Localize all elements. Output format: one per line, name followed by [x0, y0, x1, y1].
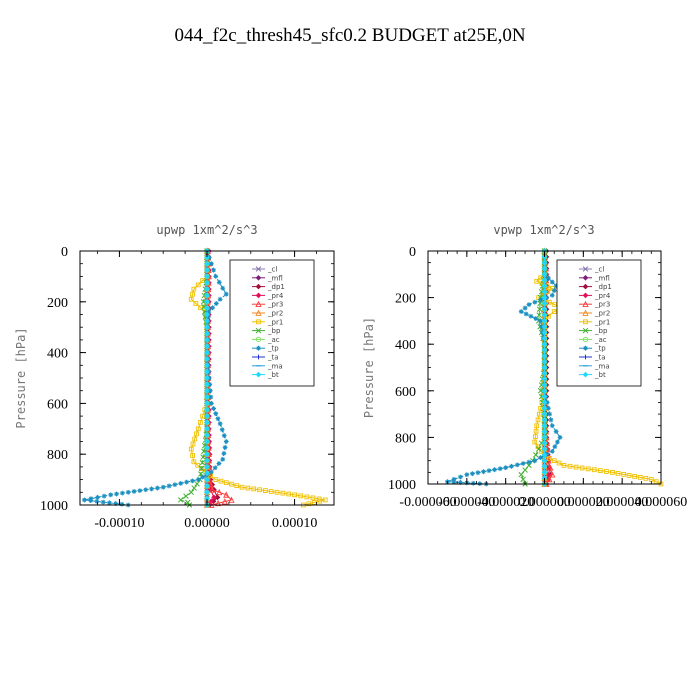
panel-title: vpwp 1xm^2/s^3	[493, 223, 594, 237]
legend-entry: _ta	[252, 354, 279, 362]
y-tick-label: 200	[395, 292, 416, 307]
y-tick-label: 0	[61, 245, 68, 260]
legend-entry: _dp1	[252, 283, 285, 291]
legend-entry: _pr4	[579, 292, 611, 300]
legend-entry: _mfl	[252, 274, 283, 282]
y-tick-label: 0	[409, 245, 416, 260]
x-tick-label: -0.00010	[94, 516, 144, 531]
legend-label: _pr3	[267, 301, 283, 309]
legend-label: _ta	[267, 354, 279, 362]
legend-entry: _pr3	[579, 301, 610, 309]
legend-entry: _cl	[252, 266, 277, 274]
legend-entry: _pr4	[252, 292, 284, 300]
legend-label: _bt	[594, 371, 606, 379]
y-tick-label: 1000	[388, 478, 416, 493]
legend-label: _cl	[267, 266, 277, 274]
y-tick-label: 200	[47, 296, 68, 311]
legend-entry: _bp	[252, 327, 281, 335]
legend: _cl_mfl_dp1_pr4_pr3_pr2_pr1_bp_ac_tp_ta_…	[556, 259, 642, 387]
legend-box	[229, 259, 315, 387]
legend-label: _ac	[267, 336, 280, 344]
legend-label: _dp1	[594, 283, 612, 291]
legend-label: _pr4	[594, 292, 611, 300]
legend-entry: _ac	[579, 336, 607, 344]
upwp-panel: upwp 1xm^2/s^3 Pressure [hPa] 0 200 400 600 80…	[14, 223, 335, 531]
x-tick-label: 0.000000	[518, 495, 571, 510]
series-bt	[204, 248, 210, 508]
x-tick-label: -0.000040	[438, 495, 495, 510]
legend-label: _pr4	[267, 292, 284, 300]
x-tick-label: 0.00010	[272, 516, 318, 531]
legend-entry: _mfl	[579, 274, 610, 282]
legend-label: _cl	[594, 266, 604, 274]
legend-label: _pr1	[267, 318, 283, 326]
legend-entry: _ta	[579, 354, 606, 362]
legend-entry: _pr1	[252, 318, 283, 326]
y-tick-label: 1000	[40, 499, 68, 514]
legend-label: _pr2	[594, 310, 610, 318]
y-tick-label: 800	[395, 431, 416, 446]
legend-label: _pr1	[594, 318, 610, 326]
legend-label: _dp1	[267, 283, 285, 291]
x-tick-label: 0.00000	[184, 516, 230, 531]
legend-label: _tp	[267, 345, 279, 353]
x-tick-label: -0.000060	[399, 495, 456, 510]
legend-entry: _pr3	[252, 301, 283, 309]
legend-entry: _bt	[252, 371, 279, 379]
legend-label: _ac	[594, 336, 607, 344]
legend-label: _bp	[267, 327, 281, 335]
legend-entry: _ma	[579, 362, 610, 370]
y-tick-label: 400	[395, 338, 416, 353]
legend-label: _pr3	[594, 301, 610, 309]
y-axis-label: Pressure [hPa]	[14, 327, 28, 428]
y-tick-label: 800	[47, 448, 68, 463]
series-markers	[541, 248, 548, 487]
x-tick-label: 0.000020	[557, 495, 610, 510]
legend-entry: _tp	[579, 345, 606, 353]
series-bt	[541, 248, 548, 487]
legend-entry: _bt	[579, 371, 606, 379]
legend-label: _ta	[594, 354, 606, 362]
legend-entry: _pr2	[579, 310, 610, 318]
y-tick-label: 400	[47, 347, 68, 362]
legend-label: _tp	[594, 345, 606, 353]
legend-label: _mfl	[594, 274, 610, 282]
legend-box	[556, 259, 642, 387]
legend-label: _ma	[267, 362, 283, 370]
legend-label: _bp	[594, 327, 608, 335]
legend: _cl_mfl_dp1_pr4_pr3_pr2_pr1_bp_ac_tp_ta_…	[229, 259, 315, 387]
x-tick-label: -0.000020	[477, 495, 534, 510]
figure-title: 044_f2c_thresh45_sfc0.2 BUDGET at25E,0N	[174, 25, 525, 46]
legend-label: _bt	[267, 371, 279, 379]
y-tick-label: 600	[47, 397, 68, 412]
legend-entry: _pr1	[579, 318, 610, 326]
legend-entry: _ac	[252, 336, 280, 344]
x-tick-label: 0.000040	[596, 495, 649, 510]
legend-entry: _pr2	[252, 310, 283, 318]
x-tick-label: 0.000060	[635, 495, 688, 510]
legend-entry: _bp	[579, 327, 608, 335]
plot-area	[81, 247, 328, 508]
panel-title: upwp 1xm^2/s^3	[156, 223, 257, 237]
legend-label: _mfl	[267, 274, 283, 282]
y-axis-label: Pressure [hPa]	[362, 317, 376, 418]
series-markers	[204, 248, 210, 508]
legend-entry: _dp1	[579, 283, 612, 291]
legend-entry: _ma	[252, 362, 283, 370]
legend-label: _ma	[594, 362, 610, 370]
y-tick-label: 600	[395, 385, 416, 400]
legend-label: _pr2	[267, 310, 283, 318]
legend-entry: _cl	[579, 266, 604, 274]
vpwp-panel: vpwp 1xm^2/s^3 Pressure [hPa] 0 200 400 600 80…	[362, 223, 687, 510]
legend-entry: _tp	[252, 345, 279, 353]
